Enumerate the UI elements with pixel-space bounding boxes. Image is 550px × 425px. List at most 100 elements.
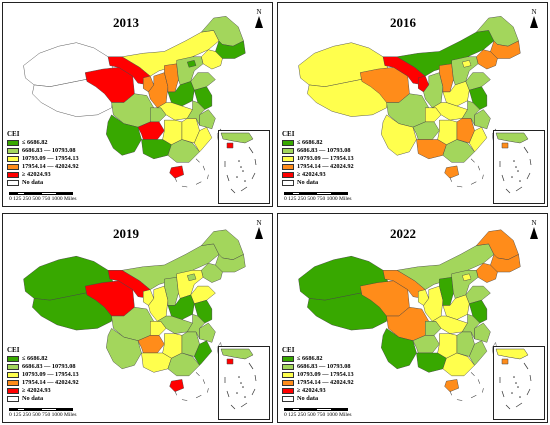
inset-mainland bbox=[495, 348, 529, 360]
scale-segment-3 bbox=[316, 408, 332, 411]
china-map-2016 bbox=[298, 16, 521, 188]
legend-label-3: 17954.14 — 42024.92 bbox=[297, 163, 354, 170]
legend-swatch-5 bbox=[282, 180, 294, 186]
scale-segment-0 bbox=[284, 192, 292, 195]
inset-island-3 bbox=[519, 396, 521, 398]
region-guangdong-2013 bbox=[167, 139, 200, 163]
inset-island-2 bbox=[511, 176, 513, 178]
legend-swatch-0 bbox=[7, 140, 19, 146]
north-arrow-icon: N bbox=[252, 9, 266, 31]
legend-swatch-2 bbox=[282, 156, 294, 162]
inset-island-1 bbox=[517, 170, 519, 172]
scale-segment-2 bbox=[300, 408, 316, 411]
inset-island-0 bbox=[513, 376, 515, 378]
legend-label-0: ≤ 6686.82 bbox=[22, 139, 48, 146]
legend-swatch-1 bbox=[7, 364, 19, 370]
region-hainan-2013 bbox=[169, 165, 184, 179]
inset-dash-1 bbox=[529, 374, 532, 382]
boundary-dash-2016-5 bbox=[449, 177, 452, 182]
legend-label-2: 10793.09 — 17954.13 bbox=[297, 371, 354, 378]
inset-island-2 bbox=[236, 392, 238, 394]
legend-label-0: ≤ 6686.82 bbox=[22, 355, 48, 362]
inset-dash-1 bbox=[529, 158, 532, 166]
inset-dash-5 bbox=[226, 174, 230, 182]
boundary-dash-2022-2 bbox=[482, 388, 484, 393]
region-yunnan-2016 bbox=[381, 114, 417, 156]
boundary-dash-2013-4 bbox=[181, 185, 188, 188]
inset-dash-3 bbox=[515, 186, 523, 192]
inset-island-3 bbox=[244, 396, 246, 398]
legend-swatch-4 bbox=[282, 172, 294, 178]
legend-2019: CEI ≤ 6686.82 6686.83 — 10793.08 10793.09 —… bbox=[7, 346, 79, 403]
legend-item-4: ≥ 42024.93 bbox=[282, 387, 354, 395]
legend-swatch-0 bbox=[282, 356, 294, 362]
legend-2013: CEI ≤ 6686.82 6686.83 — 10793.08 10793.09 —… bbox=[7, 130, 79, 187]
north-arrow-head bbox=[530, 227, 538, 239]
inset-map-2022 bbox=[493, 346, 545, 420]
inset-island-2 bbox=[511, 392, 513, 394]
region-fujian-2013 bbox=[194, 126, 213, 153]
boundary-dash-2019-3 bbox=[195, 394, 202, 399]
legend-item-2: 10793.09 — 17954.13 bbox=[282, 371, 354, 379]
legend-label-5: No data bbox=[22, 395, 44, 402]
inset-map-2016 bbox=[493, 130, 545, 204]
region-guizhou-2013 bbox=[137, 121, 165, 140]
inset-dash-4 bbox=[505, 188, 511, 194]
inset-dash-1 bbox=[254, 374, 257, 382]
legend-swatch-2 bbox=[7, 372, 19, 378]
boundary-dash-2022-3 bbox=[470, 394, 477, 399]
legend-swatch-0 bbox=[282, 140, 294, 146]
legend-item-0: ≤ 6686.82 bbox=[7, 355, 79, 363]
scale-bar-graphic bbox=[9, 408, 77, 411]
legend-label-2: 10793.09 — 17954.13 bbox=[22, 371, 79, 378]
region-beijing-2013 bbox=[186, 60, 197, 68]
inset-map-2019 bbox=[218, 346, 270, 420]
region-neimenggu-2016 bbox=[396, 30, 495, 77]
inset-island-1 bbox=[242, 386, 244, 388]
region-fujian-2022 bbox=[469, 340, 488, 366]
legend-label-3: 17954.14 — 42024.92 bbox=[297, 379, 354, 386]
inset-dash-3 bbox=[240, 186, 248, 192]
inset-dash-3 bbox=[515, 402, 523, 408]
scale-segment-0 bbox=[9, 192, 17, 195]
region-guangxi-2016 bbox=[416, 139, 447, 160]
region-hebei-2013 bbox=[176, 56, 204, 86]
region-beijing-2022 bbox=[461, 273, 472, 282]
legend-swatch-4 bbox=[282, 388, 294, 394]
legend-label-5: No data bbox=[297, 179, 319, 186]
legend-item-2: 10793.09 — 17954.13 bbox=[7, 155, 79, 163]
legend-title: CEI bbox=[282, 346, 295, 354]
scale-segment-2 bbox=[25, 408, 41, 411]
legend-item-5: No data bbox=[7, 179, 79, 187]
boundary-dash-2013-5 bbox=[174, 177, 177, 182]
legend-label-1: 6686.83 — 10793.08 bbox=[297, 363, 351, 370]
legend-item-3: 17954.14 — 42024.92 bbox=[7, 163, 79, 171]
inset-dash-0 bbox=[523, 362, 529, 370]
inset-svg bbox=[495, 132, 532, 194]
inset-hainan bbox=[501, 358, 509, 365]
legend-swatch-5 bbox=[7, 396, 19, 402]
scale-bar-2022: 0 125 250 500 750 1000 Miles bbox=[284, 408, 352, 418]
legend-label-4: ≥ 42024.93 bbox=[297, 387, 326, 394]
north-arrow-head bbox=[530, 16, 538, 28]
scale-segment-3 bbox=[41, 192, 57, 195]
legend-label-4: ≥ 42024.93 bbox=[297, 171, 326, 178]
region-guizhou-2016 bbox=[412, 121, 440, 140]
legend-item-0: ≤ 6686.82 bbox=[7, 139, 79, 147]
legend-item-1: 6686.83 — 10793.08 bbox=[7, 363, 79, 371]
region-anhui-2019 bbox=[186, 313, 206, 339]
boundary-dash-2022-0 bbox=[470, 372, 475, 377]
boundary-dash-2019-0 bbox=[195, 372, 200, 377]
legend-title: CEI bbox=[282, 130, 295, 138]
boundary-dash-2019-2 bbox=[207, 388, 209, 393]
region-hebei-2022 bbox=[451, 270, 479, 299]
region-hebei-2019 bbox=[176, 270, 204, 299]
legend-item-3: 17954.14 — 42024.92 bbox=[7, 379, 79, 387]
legend-label-4: ≥ 42024.93 bbox=[22, 171, 51, 178]
legend-label-0: ≤ 6686.82 bbox=[297, 355, 323, 362]
north-label: N bbox=[256, 8, 262, 16]
legend-swatch-2 bbox=[282, 372, 294, 378]
region-guangxi-2013 bbox=[141, 139, 172, 160]
legend-item-3: 17954.14 — 42024.92 bbox=[282, 379, 354, 387]
